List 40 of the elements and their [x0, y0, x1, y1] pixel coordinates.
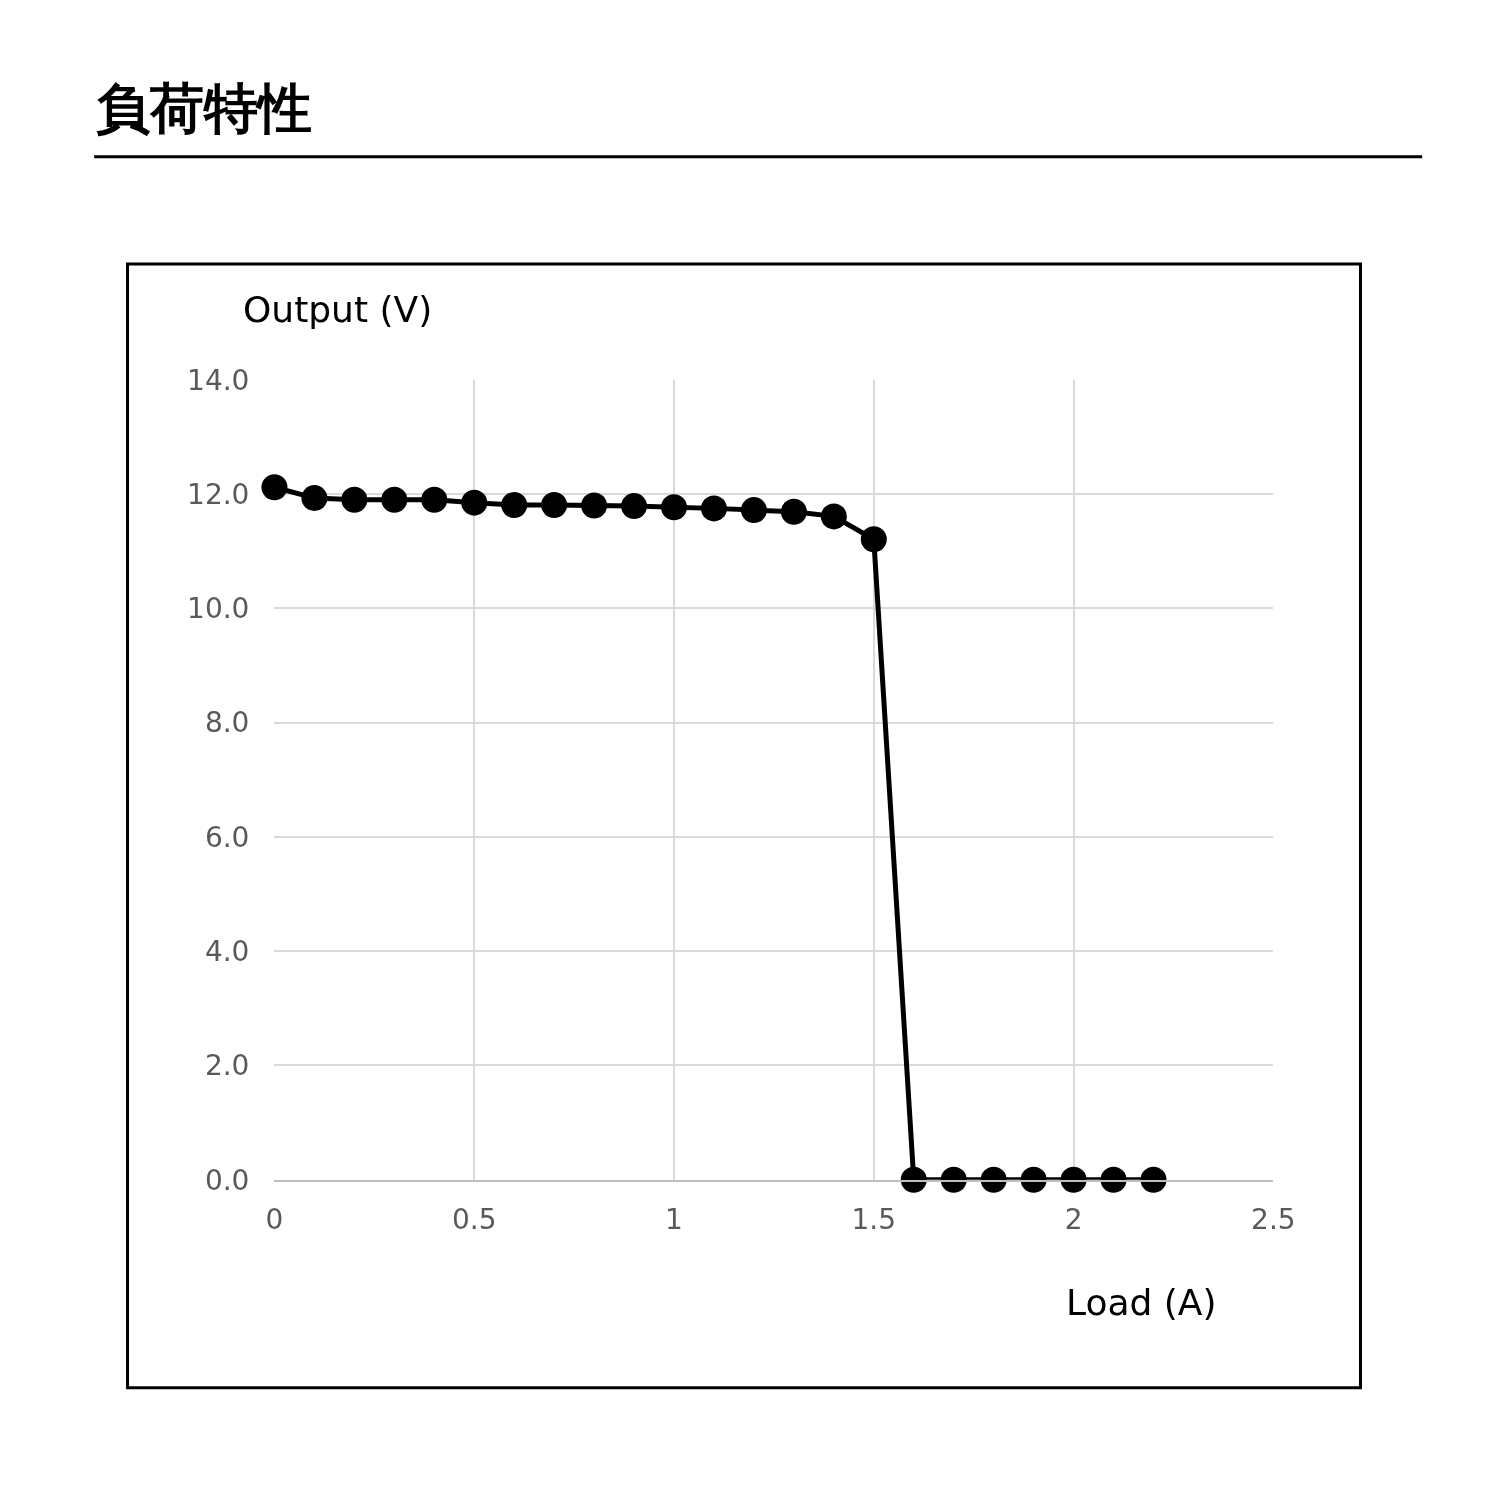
y-tick-label: 8.0 [204, 706, 250, 740]
point [740, 497, 767, 524]
y-tick-label: 14.0 [187, 363, 250, 397]
point [341, 486, 368, 513]
point [900, 1166, 927, 1193]
y-tick-label: 4.0 [204, 935, 250, 969]
point [541, 491, 568, 518]
point [301, 485, 328, 512]
point [1100, 1166, 1127, 1193]
y-tick-label: 10.0 [187, 592, 250, 626]
x-tick-label: 0 [265, 1203, 284, 1237]
y-tick-label: 6.0 [204, 820, 250, 854]
point [1060, 1166, 1087, 1193]
point [581, 492, 608, 519]
point [461, 489, 488, 516]
y-tick-label: 0.0 [204, 1163, 250, 1197]
x-axis-title: Load (A) [1066, 1282, 1217, 1323]
x-tick-label: 0.5 [451, 1203, 497, 1237]
point [381, 486, 408, 513]
point [980, 1166, 1007, 1193]
point [700, 495, 727, 522]
x-tick-label: 2 [1064, 1203, 1083, 1237]
x-tick-label: 1.5 [851, 1203, 897, 1237]
point [621, 493, 648, 520]
point [780, 498, 807, 525]
point [501, 491, 528, 518]
point [820, 503, 847, 530]
chart-title: 負荷特性 [96, 77, 312, 140]
point [940, 1166, 967, 1193]
point [860, 526, 887, 553]
point [1020, 1166, 1047, 1193]
y-tick-label: 2.0 [204, 1049, 250, 1083]
point [421, 486, 448, 513]
y-tick-label: 12.0 [187, 477, 250, 511]
x-tick-label: 1 [665, 1203, 683, 1237]
point [1140, 1166, 1167, 1193]
y-axis-title: Output (V) [243, 289, 433, 330]
point [261, 474, 288, 501]
point [661, 494, 688, 521]
x-tick-label: 2.5 [1251, 1203, 1296, 1237]
